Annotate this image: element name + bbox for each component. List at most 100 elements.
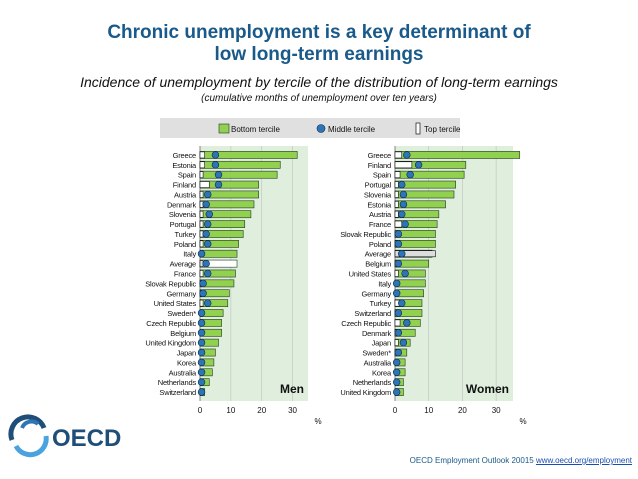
category-label-australia: Australia [364,358,392,367]
bar-top-czech-republic [394,319,401,327]
category-label-slovak-republic: Slovak Republic [340,230,391,239]
legend-label-bottom: Bottom tercile [231,125,280,134]
dot-middle-denmark [394,329,403,337]
dot-middle-united-states [401,269,409,278]
bar-top-portugal [394,181,399,188]
dot-middle-italy [197,250,206,258]
dot-middle-switzerland [394,309,403,317]
legend-swatch-top [415,122,421,135]
bar-top-france [394,220,403,228]
category-label-estonia: Estonia [172,161,197,170]
dot-middle-czech-republic [403,319,411,327]
dot-middle-slovak-republic [199,279,207,288]
dot-middle-united-kingdom [197,338,206,347]
dot-middle-spain [406,171,414,179]
dot-middle-germany [199,289,207,297]
dot-middle-sweden [197,309,206,317]
bar-top-estonia [394,200,399,208]
dot-middle-korea [197,358,206,367]
bar-bottom-united-states [394,269,426,278]
dot-middle-austria [204,190,212,199]
bar-bottom-greece [394,151,521,159]
category-label-austria: Austria [369,210,392,219]
dot-middle-finland [414,161,423,169]
dot-middle-france [204,269,212,278]
bar-top-portugal [199,220,204,228]
x-tick-label: 10 [226,406,235,415]
category-label-denmark: Denmark [362,329,391,338]
bar-bottom-spain [394,170,465,179]
source-link[interactable]: www.oecd.org/employment [535,456,632,465]
category-label-japan: Japan [177,349,196,358]
source-text: OECD Employment Outlook 20015 [409,456,534,465]
title-line-2: low long-term earnings [214,44,424,65]
bar-top-finland [199,181,210,188]
x-tick-label: 0 [393,406,398,415]
dot-middle-switzerland [197,388,206,396]
oecd-logo: OECD [8,414,121,458]
bar-top-poland [199,240,204,248]
category-label-estonia: Estonia [367,200,392,209]
x-tick-label: 0 [198,406,203,415]
category-label-portugal: Portugal [365,181,392,190]
bar-top-greece [394,151,403,159]
legend-swatch-middle [316,124,326,133]
dot-middle-netherlands [392,378,401,386]
bar-top-united-states [199,299,204,307]
dot-middle-japan [197,348,206,357]
women-panel: 0 10 20 30%WomenGreeceFinlandSpainPortugalS… [340,146,527,426]
dot-middle-united-states [204,299,212,307]
category-label-france: France [174,270,196,279]
category-label-greece: Greece [173,151,196,160]
category-label-italy: Italy [183,250,196,259]
men-panel: 0 10 20 30%MenGreeceEstoniaSpainFinlandAust… [145,146,322,426]
category-label-greece: Greece [368,151,391,160]
category-label-turkey: Turkey [175,230,197,239]
category-label-switzerland: Switzerland [159,388,196,397]
category-label-czech-republic: Czech Republic [146,319,196,328]
dot-middle-united-kingdom [392,388,401,396]
category-label-sweden: Sweden* [167,309,196,318]
category-label-belgium: Belgium [170,329,196,338]
legend-background [160,118,460,138]
bar-top-greece [199,151,205,159]
bar-top-united-states [394,270,399,277]
category-label-australia: Australia [169,368,197,377]
category-label-united-states: United States [154,299,197,308]
dot-middle-finland [214,180,223,189]
x-axis-label: % [314,417,321,426]
dot-middle-belgium [197,329,206,337]
x-tick-label: 10 [424,406,433,415]
bar-top-slovenia [199,210,204,218]
category-label-austria: Austria [174,190,197,199]
x-axis-label: % [519,417,526,426]
bar-top-japan [394,339,399,347]
category-label-turkey: Turkey [370,299,392,308]
category-label-spain: Spain [373,171,391,180]
dot-middle-sweden [394,348,403,357]
category-label-korea: Korea [177,358,197,367]
dot-middle-poland [204,240,212,248]
bar-top-austria [394,210,399,218]
x-tick-label: 30 [492,406,501,415]
bar-top-france [199,270,204,277]
category-label-finland: Finland [368,161,391,170]
bar-top-austria [199,191,204,198]
dot-middle-australia [197,368,206,376]
dot-middle-australia [392,358,401,367]
dot-middle-estonia [399,200,408,209]
category-label-korea: Korea [372,368,392,377]
x-tick-label: 30 [288,406,297,415]
legend-label-top: Top tercile [424,125,461,134]
bar-top-spain [199,171,204,179]
category-label-sweden: Sweden* [362,349,391,358]
dot-middle-denmark [202,200,210,209]
legend-swatch-bottom [218,123,230,134]
dot-middle-portugal [398,180,406,189]
x-tick-label: 20 [257,406,266,415]
category-label-spain: Spain [178,171,196,180]
x-tick-label: 20 [458,406,467,415]
dot-middle-greece [403,151,411,159]
category-label-average: Average [365,250,391,259]
